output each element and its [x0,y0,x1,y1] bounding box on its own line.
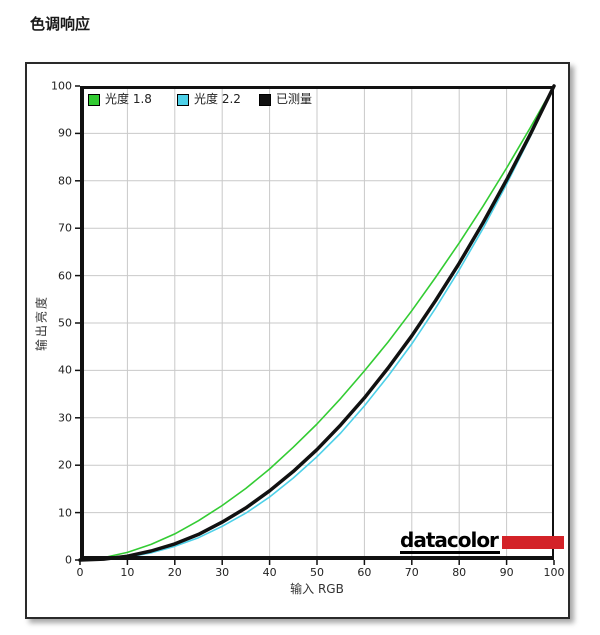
datacolor-logo-text: datacolor [400,528,500,554]
legend-swatch-gamma-2-2 [177,93,189,106]
legend-item-measured: 已测量 [259,93,312,106]
legend-swatch-gamma-1-8 [88,93,100,106]
y-tick-label: 50 [58,316,72,330]
y-tick-label: 0 [65,553,72,567]
x-tick-label: 100 [543,566,565,579]
plot-area [75,84,556,565]
y-tick-label: 10 [58,506,72,520]
chart-panel: 0 10 20 30 40 50 60 70 80 90 100 0 10 20 30 40 50 60 70 80… [25,62,570,619]
x-tick-label: 0 [76,566,84,579]
x-tick-label: 80 [452,566,467,579]
y-tick-label: 80 [58,174,72,188]
y-tick-label: 30 [58,411,72,425]
legend-label-measured: 已测量 [276,92,313,106]
x-tick-label: 40 [262,566,277,579]
y-tick-label: 20 [58,458,72,472]
curve-gamma-2-2 [79,85,555,561]
datacolor-logo: datacolor [400,530,564,554]
y-axis-ticks: 0 10 20 30 40 50 60 70 80 90 100 [27,80,74,567]
y-tick-label: 60 [58,269,72,283]
x-tick-label: 70 [404,566,419,579]
x-tick-label: 30 [215,566,230,579]
legend-label-gamma-2-2: 光度 2.2 [194,92,241,106]
x-tick-label: 20 [167,566,182,579]
curve-measured [78,84,556,562]
y-tick-label: 100 [51,79,72,93]
y-tick-label: 70 [58,221,72,235]
legend-swatch-measured [259,93,271,106]
x-tick-label: 90 [499,566,514,579]
x-axis-ticks: 0 10 20 30 40 50 60 70 80 90 100 [76,564,565,579]
curve-gamma-1-8 [79,85,555,561]
legend-item-gamma-2-2: 光度 2.2 [177,93,241,106]
y-tick-label: 90 [58,126,72,140]
y-axis-label: 输出亮度 [34,294,49,352]
plot-svg [75,84,556,565]
y-tick-label: 40 [58,363,72,377]
legend-label-gamma-1-8: 光度 1.8 [105,92,152,106]
x-axis-label: 输入 RGB [290,582,344,596]
legend-item-gamma-1-8: 光度 1.8 [88,93,152,106]
x-tick-label: 50 [310,566,324,579]
x-tick-label: 10 [120,566,135,579]
x-tick-label: 60 [357,566,372,579]
page-title: 色调响应 [30,15,91,33]
datacolor-logo-red-bar [501,536,564,549]
